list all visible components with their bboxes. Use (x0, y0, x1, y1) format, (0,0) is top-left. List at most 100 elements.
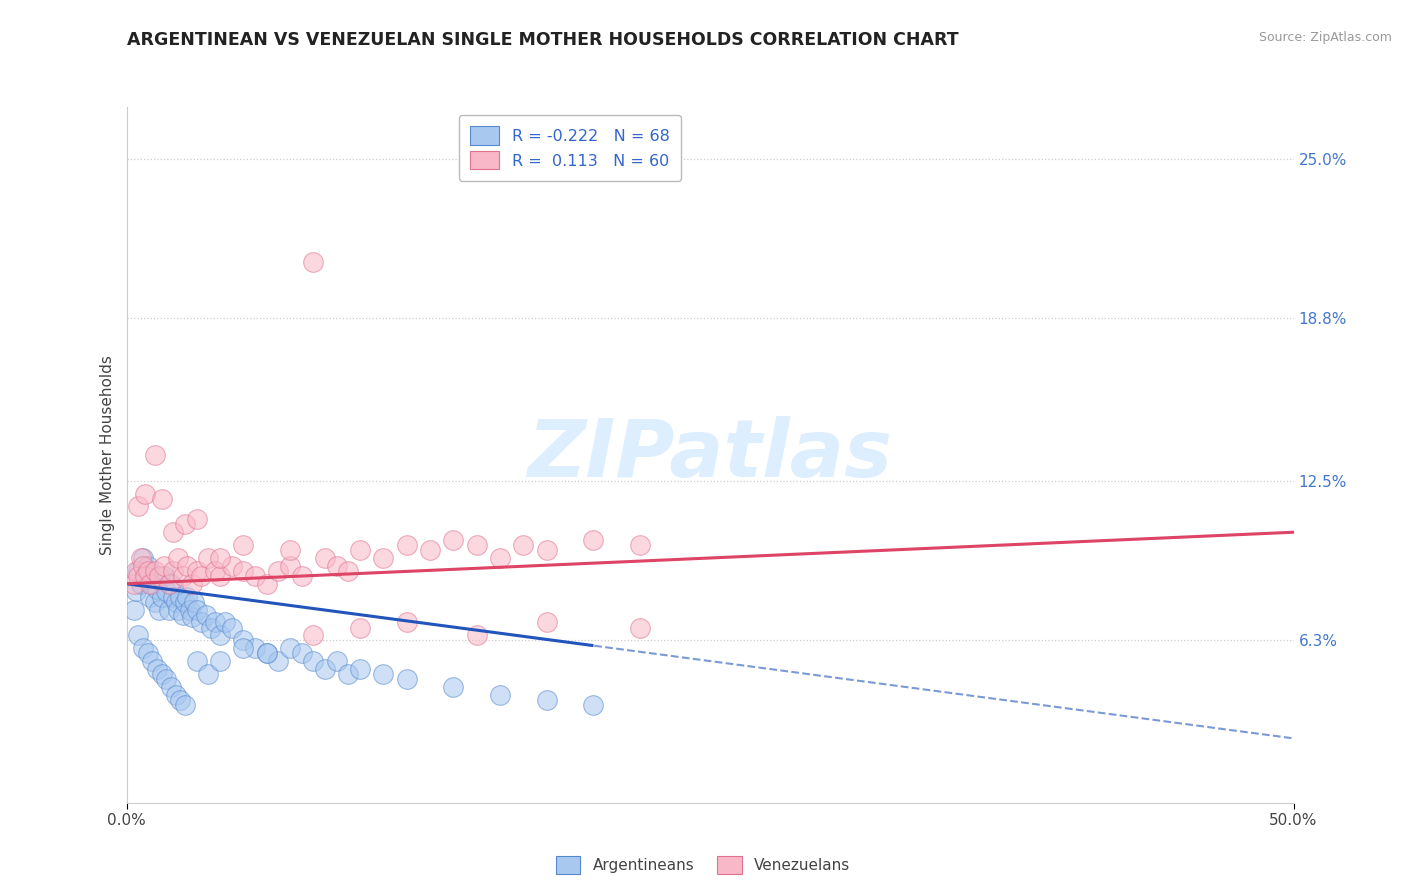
Point (314, 662, 336, 676)
Point (441, 533, 464, 547)
Point (465, 628, 488, 642)
Point (127, 569, 149, 583)
Point (232, 538, 254, 552)
Point (157, 602, 180, 616)
Text: Source: ZipAtlas.com: Source: ZipAtlas.com (1258, 31, 1392, 45)
Point (197, 551, 219, 566)
Point (129, 576, 152, 591)
Point (278, 558, 301, 573)
Point (134, 486, 156, 500)
Point (186, 602, 208, 616)
Point (208, 569, 231, 583)
Point (172, 607, 194, 622)
Point (141, 576, 163, 591)
Text: ZIPatlas: ZIPatlas (527, 416, 893, 494)
Point (127, 500, 149, 514)
Point (125, 584, 148, 599)
Point (314, 551, 336, 566)
Point (204, 564, 226, 578)
Point (150, 667, 173, 681)
Point (186, 654, 208, 668)
Point (169, 590, 191, 604)
Point (172, 569, 194, 583)
Point (232, 564, 254, 578)
Point (325, 558, 347, 573)
Point (169, 692, 191, 706)
Point (136, 558, 159, 573)
Point (536, 692, 558, 706)
Point (441, 680, 464, 694)
Point (243, 569, 266, 583)
Point (162, 525, 184, 540)
Point (582, 698, 605, 712)
Point (150, 590, 173, 604)
Point (162, 564, 184, 578)
Point (373, 551, 395, 566)
Point (582, 533, 605, 547)
Point (162, 590, 184, 604)
Point (194, 607, 217, 622)
Point (489, 688, 512, 702)
Point (183, 595, 205, 609)
Point (146, 662, 169, 676)
Point (186, 564, 208, 578)
Point (143, 564, 166, 578)
Point (143, 448, 166, 462)
Point (165, 595, 187, 609)
Point (278, 543, 301, 558)
Point (132, 558, 155, 573)
Point (349, 662, 371, 676)
Point (290, 646, 312, 660)
Point (208, 654, 231, 668)
Point (208, 551, 231, 566)
Point (256, 576, 278, 591)
Point (536, 543, 558, 558)
Point (122, 576, 145, 591)
Point (132, 551, 155, 566)
Point (167, 602, 190, 616)
Point (395, 672, 418, 686)
Point (127, 564, 149, 578)
Point (337, 564, 360, 578)
Point (197, 667, 219, 681)
Point (232, 641, 254, 656)
Point (180, 576, 202, 591)
Point (325, 654, 347, 668)
Point (256, 646, 278, 660)
Point (419, 543, 441, 558)
Point (349, 621, 371, 635)
Point (176, 590, 198, 604)
Point (221, 558, 243, 573)
Point (302, 654, 325, 668)
Point (148, 602, 170, 616)
Point (221, 621, 243, 635)
Point (134, 569, 156, 583)
Point (127, 628, 149, 642)
Point (143, 595, 166, 609)
Point (176, 558, 198, 573)
Legend: R = -0.222   N = 68, R =  0.113   N = 60: R = -0.222 N = 68, R = 0.113 N = 60 (460, 115, 681, 181)
Point (243, 641, 266, 656)
Point (160, 576, 183, 591)
Point (139, 576, 162, 591)
Point (200, 621, 222, 635)
Point (136, 646, 159, 660)
Point (395, 615, 418, 630)
Point (179, 602, 201, 616)
Point (167, 551, 190, 566)
Point (160, 680, 183, 694)
Point (129, 551, 152, 566)
Point (174, 595, 197, 609)
Point (125, 564, 148, 578)
Point (148, 569, 170, 583)
Point (186, 512, 208, 526)
Point (134, 569, 156, 583)
Point (465, 538, 488, 552)
Point (536, 615, 558, 630)
Point (373, 667, 395, 681)
Legend: Argentineans, Venezuelans: Argentineans, Venezuelans (550, 850, 856, 880)
Point (302, 628, 325, 642)
Point (150, 491, 173, 506)
Point (395, 538, 418, 552)
Point (190, 615, 212, 630)
